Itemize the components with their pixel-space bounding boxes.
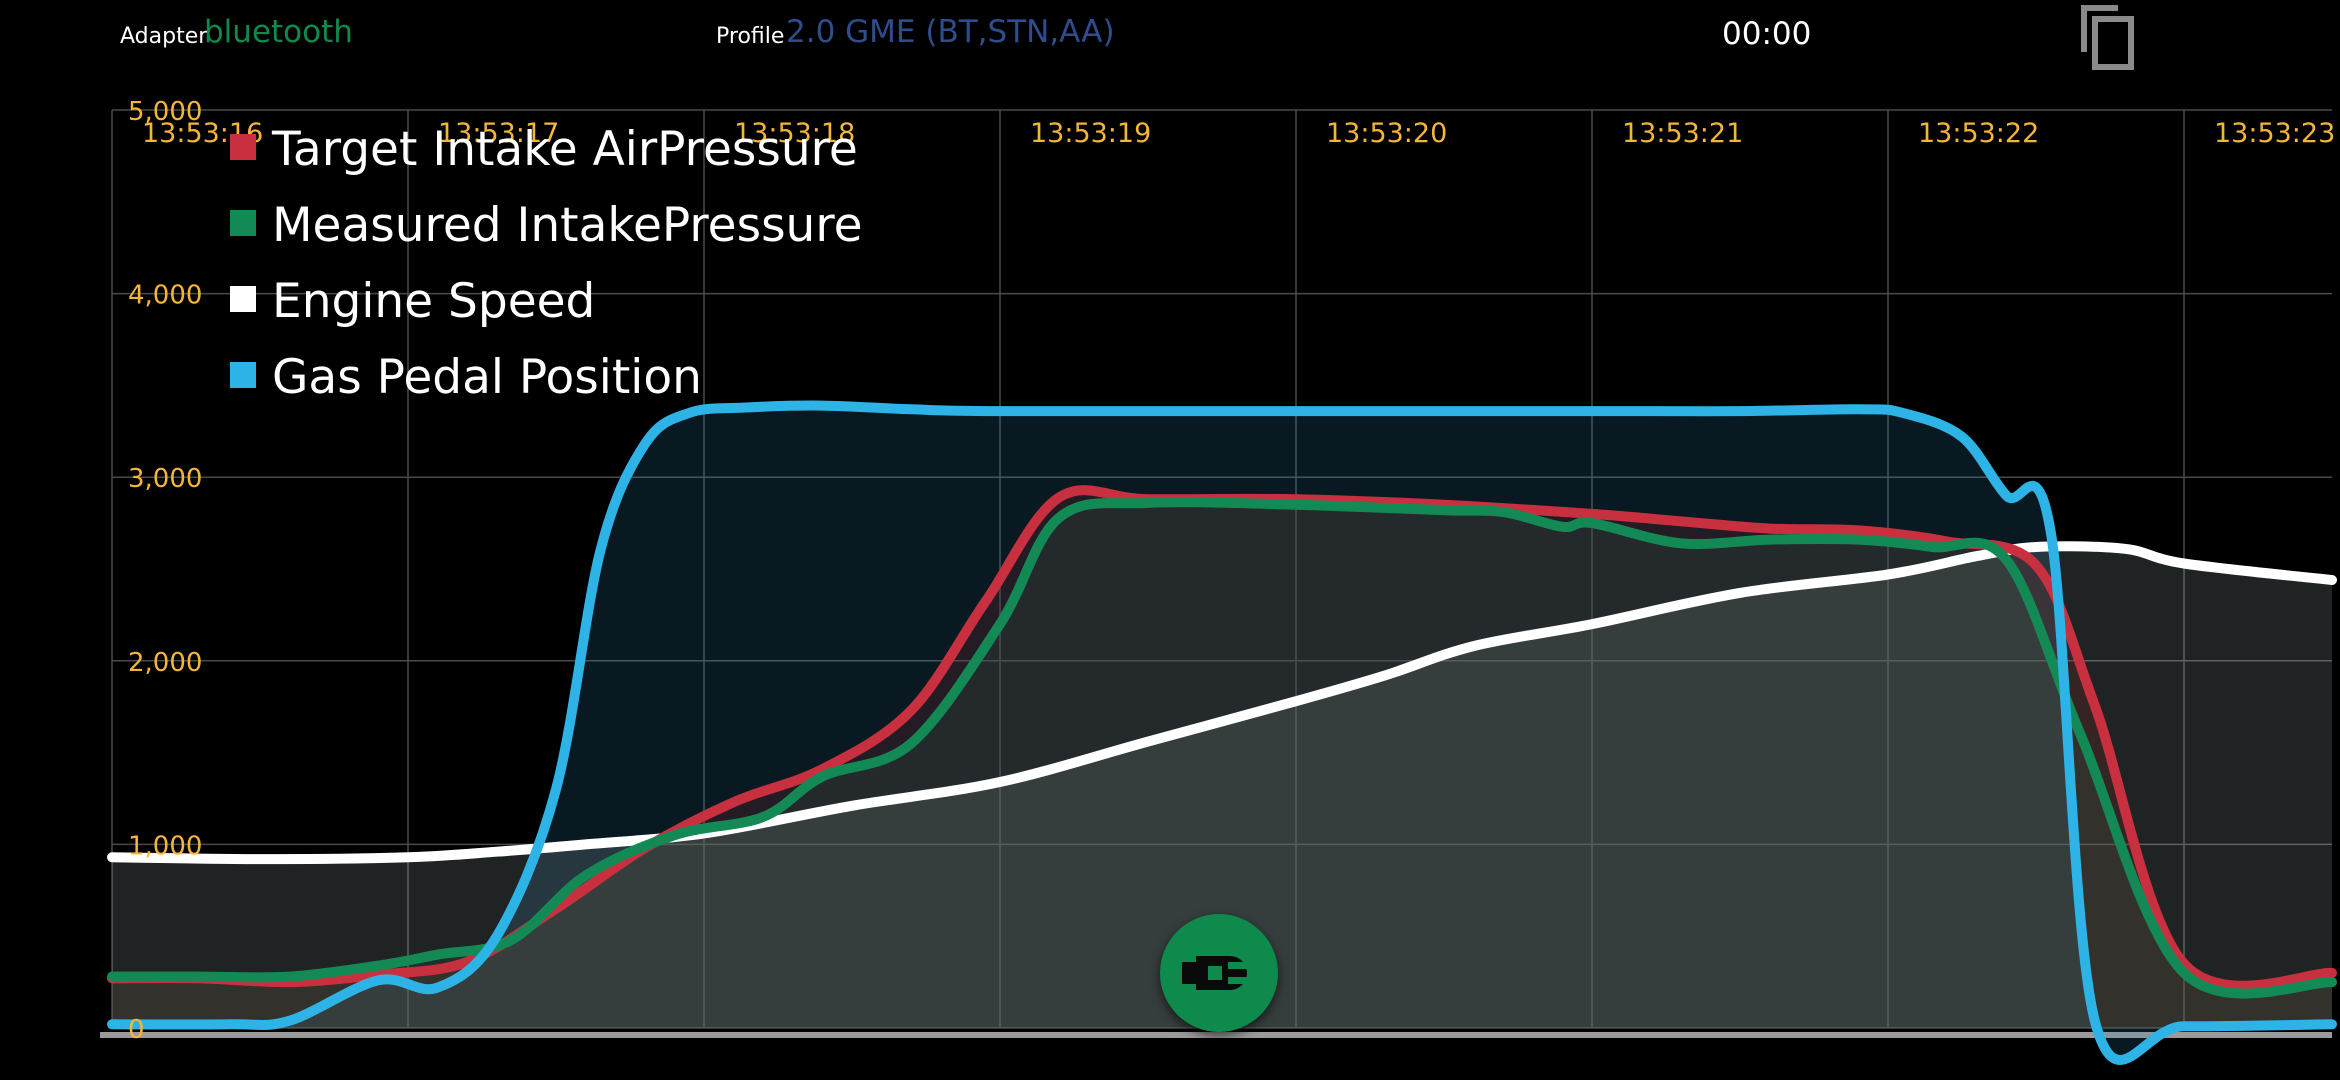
legend-swatch-engine-speed — [230, 286, 256, 312]
legend-item-measured-intake[interactable]: Measured IntakePressure — [230, 198, 930, 274]
elapsed-timer: 00:00 — [1722, 16, 1812, 52]
legend-label-measured-intake: Measured IntakePressure — [272, 198, 863, 253]
x-tick-label-1: 13:53:17 — [438, 118, 559, 149]
series-line-gas-pedal — [107, 400, 2337, 1065]
legend-swatch-gas-pedal — [230, 362, 256, 388]
legend-item-engine-speed[interactable]: Engine Speed — [230, 274, 930, 350]
area-engine-speed — [112, 546, 2332, 1028]
x-axis-bar — [100, 1032, 2332, 1038]
legend-swatch-target-intake — [230, 134, 256, 160]
x-tick-label-2: 13:53:18 — [734, 118, 855, 149]
legend-label-engine-speed: Engine Speed — [272, 274, 596, 329]
adapter-label: Adapter — [120, 24, 208, 49]
profile-label: Profile — [716, 24, 785, 49]
area-gas-pedal — [112, 405, 2332, 1060]
y-tick-label-1: 1,000 — [128, 831, 202, 861]
chart-grid — [100, 109, 2332, 1038]
y-tick-label-3: 3,000 — [128, 464, 202, 494]
y-tick-label-4: 4,000 — [128, 281, 202, 311]
plug-connect-icon — [1182, 956, 1252, 990]
copy-icon[interactable] — [2078, 2, 2142, 72]
area-measured-intake — [112, 502, 2332, 1028]
x-tick-label-5: 13:53:21 — [1622, 118, 1743, 149]
chart-areas — [112, 405, 2332, 1060]
area-target-intake — [112, 490, 2332, 1028]
chart-lines — [107, 400, 2337, 1065]
top-bar: Adapter bluetooth Profile 2.0 GME (BT,ST… — [0, 0, 2340, 70]
profile-value[interactable]: 2.0 GME (BT,STN,AA) — [786, 14, 1115, 50]
y-tick-label-0: 0 — [128, 1015, 145, 1045]
legend-item-gas-pedal[interactable]: Gas Pedal Position — [230, 350, 930, 426]
legend-label-gas-pedal: Gas Pedal Position — [272, 350, 702, 405]
y-tick-label-5: 5,000 — [128, 97, 202, 127]
x-tick-label-4: 13:53:20 — [1326, 118, 1447, 149]
connect-button[interactable] — [1160, 914, 1278, 1032]
y-tick-label-2: 2,000 — [128, 648, 202, 678]
chart-legend: Target Intake AirPressure Measured Intak… — [230, 122, 930, 426]
x-tick-label-7: 13:53:23 — [2214, 118, 2335, 149]
legend-label-target-intake: Target Intake AirPressure — [272, 122, 858, 177]
legend-swatch-measured-intake — [230, 210, 256, 236]
legend-item-target-intake[interactable]: Target Intake AirPressure — [230, 122, 930, 198]
series-line-measured-intake — [107, 497, 2337, 999]
adapter-value[interactable]: bluetooth — [204, 14, 353, 50]
x-tick-label-6: 13:53:22 — [1918, 118, 2039, 149]
x-tick-label-3: 13:53:19 — [1030, 118, 1151, 149]
